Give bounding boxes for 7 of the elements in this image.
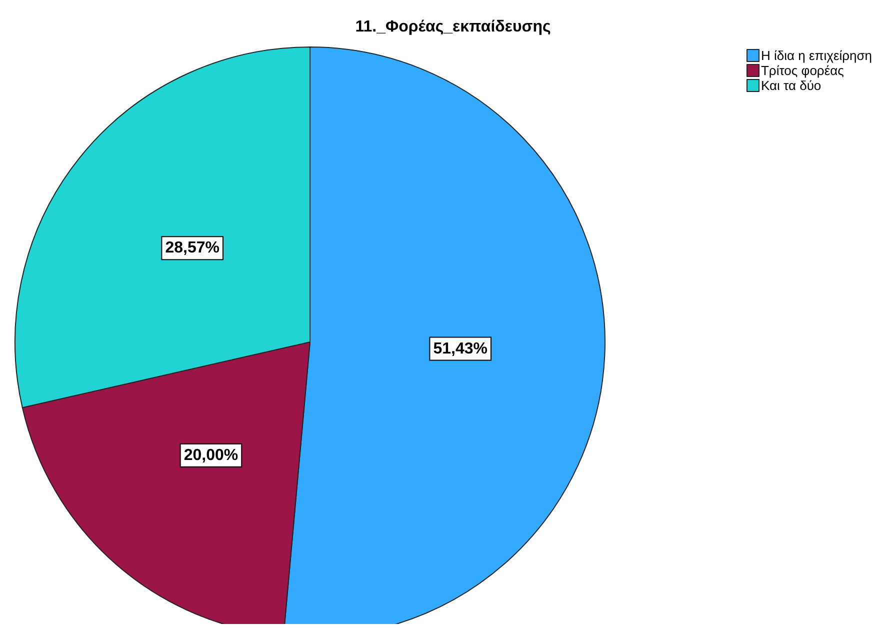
data-label: 20,00% — [184, 446, 238, 464]
legend-label: Τρίτος φορέας — [760, 63, 844, 78]
data-label: 28,57% — [165, 240, 220, 257]
legend-label: Η ίδια η επιχείρηση — [760, 48, 872, 63]
chart-title: 11._Φορέας_εκπαίδευσης — [355, 18, 551, 36]
legend-label: Και τα δύο — [760, 78, 822, 93]
data-label: 51,43% — [433, 340, 488, 358]
